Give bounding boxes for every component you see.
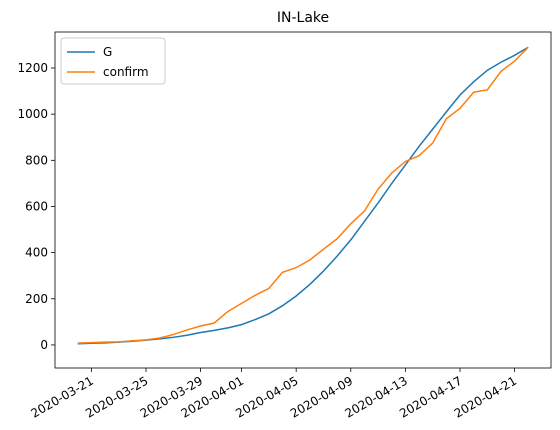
y-tick-label: 200 [25, 292, 48, 306]
plot-frame [54, 31, 552, 369]
y-tick-label: 800 [25, 153, 48, 167]
y-tick-label: 1000 [17, 107, 48, 121]
y-tick-label: 600 [25, 199, 48, 213]
legend-label: confirm [103, 65, 149, 79]
y-tick-label: 1200 [17, 61, 48, 75]
y-tick-label: 0 [40, 338, 48, 352]
legend-label: G [103, 45, 112, 59]
y-tick-label: 400 [25, 246, 48, 260]
line-series [77, 46, 529, 345]
line-series [77, 46, 529, 344]
chart-title: IN-Lake [277, 10, 329, 26]
x-tick-label: 2020-04-21 [452, 374, 519, 421]
